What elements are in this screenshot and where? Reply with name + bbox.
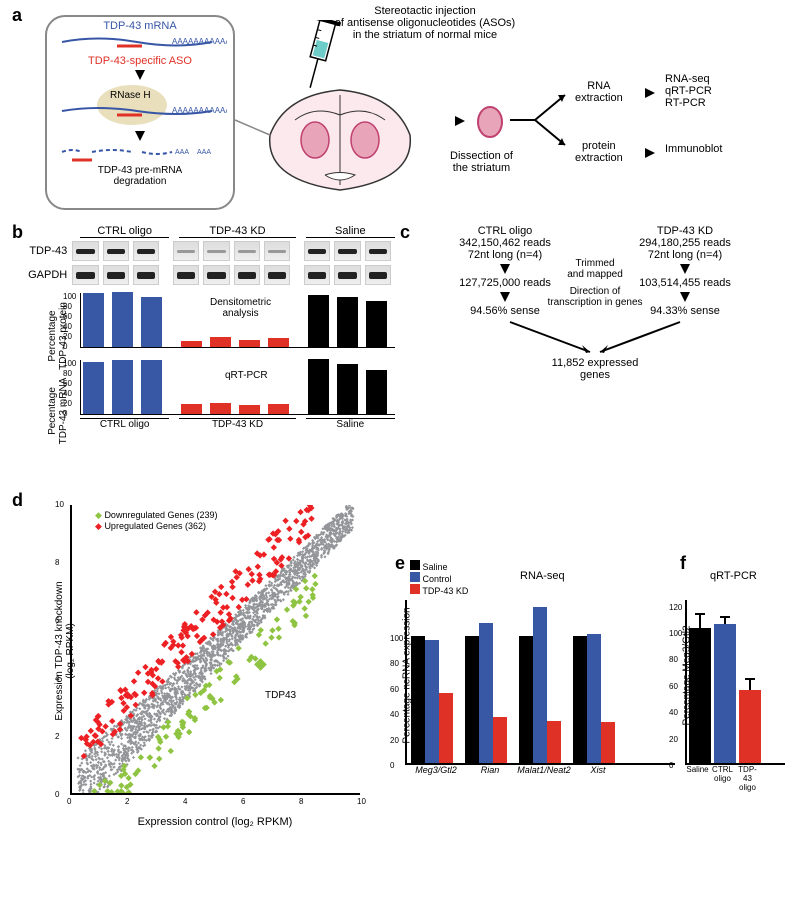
scatter-plot: [70, 505, 360, 795]
rna-ext-label: RNA extraction: [575, 80, 623, 104]
gel-lane: [304, 241, 330, 261]
gel-row-tdp43: TDP-43: [25, 245, 72, 257]
tdp43-point-label: TDP43: [265, 690, 296, 701]
mrna-label: TDP-43 mRNA: [47, 20, 233, 32]
aso-mechanism-box: TDP-43 mRNA AAAAAAAAAAA TDP-43-specific …: [45, 15, 235, 210]
panel-b-label: b: [12, 222, 23, 243]
panel-d: Expression TDP-43 knockdown (log₂ RPKM) …: [20, 490, 390, 810]
e-xlabels: Meg3/Gtl2RianMalat1/Neat2Xist: [409, 765, 675, 775]
gel-lane: [72, 265, 98, 285]
gel-lane: [72, 241, 98, 261]
panel-c-label: c: [400, 222, 410, 243]
rnase-diagram: RNase H AAAAAAAAAAA: [57, 83, 227, 125]
footer-kd: TDP-43 KD: [179, 418, 297, 430]
svg-text:AAAAAAAAAAA: AAAAAAAAAAA: [172, 106, 227, 115]
gel-lane: [304, 265, 330, 285]
gel-lane: [234, 241, 260, 261]
gel-lane: [334, 241, 360, 261]
header-ctrl: CTRL oligo: [80, 225, 169, 238]
gel-lane: [103, 265, 129, 285]
densito-label: Densitometric analysis: [210, 297, 271, 319]
header-kd: TDP-43 KD: [179, 225, 297, 238]
protein-ext-label: protein extraction: [575, 140, 623, 164]
gel-lane: [264, 241, 290, 261]
injection-text: Stereotactic injection of antisense olig…: [315, 5, 535, 41]
legend-up-text: Upregulated Genes (362): [104, 521, 206, 531]
gel-lane: [203, 265, 229, 285]
legend-kd: TDP-43 KD: [422, 586, 468, 596]
ylabel-mrna: Pecentage TDP-43 mRNA: [47, 376, 69, 446]
panel-e: Saline Control TDP-43 KD RNA-seq Percent…: [405, 560, 675, 800]
footer-saline: Saline: [306, 418, 395, 430]
flow-arrow: [640, 87, 660, 99]
arrow-icon: [680, 292, 690, 302]
gel-lane: [103, 241, 129, 261]
dissection-label: Dissection of the striatum: [450, 150, 513, 174]
split-arrows: [510, 85, 580, 155]
gel-lane: [203, 241, 229, 261]
gel-lane: [365, 241, 391, 261]
gel-lane: [264, 265, 290, 285]
flow-arrow: [640, 147, 660, 159]
e-bars: [405, 600, 675, 765]
legend-down: ◆ Downregulated Genes (239): [95, 510, 218, 521]
legend-down-text: Downregulated Genes (239): [104, 510, 217, 520]
gel-lane: [173, 265, 199, 285]
protein-out-label: Immunoblot: [665, 143, 722, 155]
brain-injection-diagram: [235, 20, 455, 200]
qrt-label: qRT-PCR: [225, 370, 268, 381]
ctrl-head: CTRL oligo 342,150,462 reads 72nt long (…: [440, 225, 570, 261]
panel-f: qRT-PCR Percentage Meg3/Gtl2 SalineCTRL …: [685, 560, 785, 800]
degradation-label: TDP-43 pre-mRNA degradation: [47, 165, 233, 187]
arrow-icon: [135, 70, 145, 80]
f-title: qRT-PCR: [710, 570, 757, 582]
panel-b: CTRL oligo TDP-43 KD Saline TDP-43 GAPDH: [25, 225, 395, 480]
step1-label: Trimmed and mapped: [567, 258, 623, 280]
header-saline: Saline: [306, 225, 395, 238]
step2-label: Direction of transcription in genes: [547, 286, 642, 308]
legend-control: Control: [423, 574, 452, 584]
gel-lane: [365, 265, 391, 285]
arrow-icon: [500, 292, 510, 302]
aso-label: TDP-43-specific ASO: [47, 55, 233, 67]
svg-text:AAAAAAAAAAA: AAAAAAAAAAA: [172, 37, 227, 46]
genes-label: 11,852 expressed genes: [410, 357, 780, 381]
panel-c: CTRL oligo 342,150,462 reads 72nt long (…: [410, 225, 780, 480]
gel-lane: [234, 265, 260, 285]
arrow-icon: [680, 264, 690, 274]
mrna-diagram: AAAAAAAAAAA: [57, 32, 227, 52]
d-xlabel: Expression control (log₂ RPKM): [70, 816, 360, 828]
panel-a: TDP-43 mRNA AAAAAAAAAAA TDP-43-specific …: [20, 5, 780, 215]
kd-head: TDP-43 KD 294,180,255 reads 72nt long (n…: [620, 225, 750, 261]
panel-e-label: e: [395, 553, 405, 574]
gel-row-gapdh: GAPDH: [25, 269, 72, 281]
legend-saline: Saline: [423, 562, 448, 572]
e-legend: Saline Control TDP-43 KD: [410, 560, 468, 596]
arrow-icon: [500, 264, 510, 274]
svg-text:AAA: AAA: [175, 149, 189, 156]
f-xlabels: SalineCTRL oligoTDP-43 oligo: [685, 765, 785, 792]
gel-lane: [133, 241, 159, 261]
merge-arrows: [440, 317, 750, 357]
svg-text:AAA: AAA: [197, 149, 211, 156]
f-bars: [685, 600, 785, 765]
legend-up: ◆ Upregulated Genes (362): [95, 521, 218, 532]
gel-lane: [173, 241, 199, 261]
dissected-tissue-icon: [475, 105, 505, 140]
flow-arrow: [450, 115, 470, 127]
rna-out-label: RNA-seq qRT-PCR RT-PCR: [665, 73, 712, 109]
bar-chart-mrna: 020406080100: [80, 360, 395, 415]
svg-text:RNase H: RNase H: [110, 90, 151, 101]
gel-lane: [334, 265, 360, 285]
footer-ctrl: CTRL oligo: [80, 418, 169, 430]
degraded-diagram: AAA AAA: [57, 144, 227, 162]
arrow-icon: [135, 131, 145, 141]
gel-lane: [133, 265, 159, 285]
e-title: RNA-seq: [520, 570, 565, 582]
